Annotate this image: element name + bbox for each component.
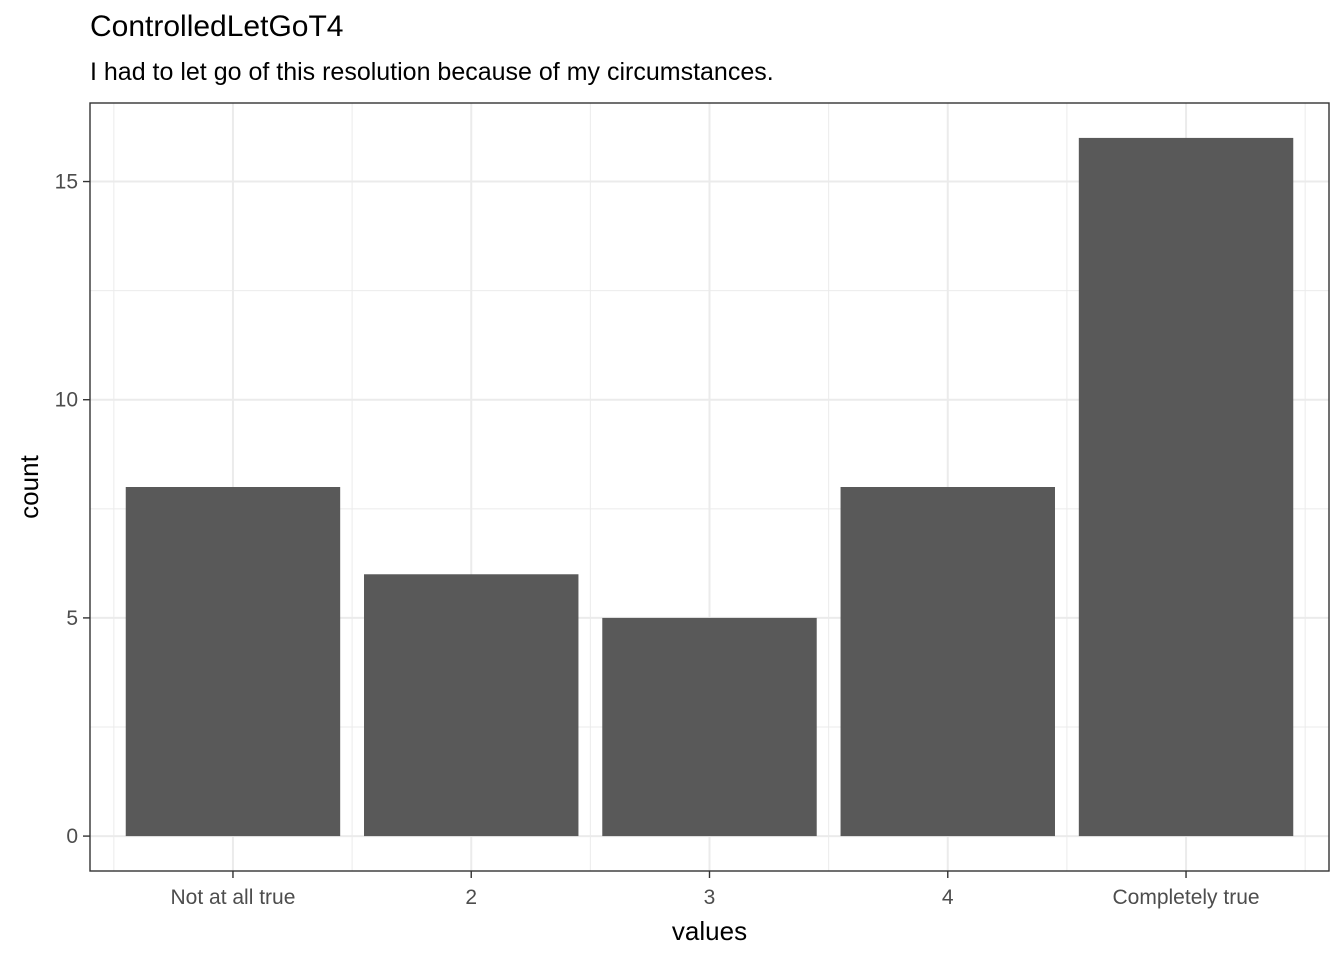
y-axis-title: count: [14, 454, 44, 518]
bar: [364, 574, 579, 837]
x-axis-title: values: [672, 916, 747, 946]
bars: [125, 137, 1294, 837]
x-tick-label: 3: [704, 886, 716, 909]
chart-subtitle: I had to let go of this resolution becau…: [90, 58, 774, 86]
bar: [125, 487, 341, 837]
y-tick-label: 15: [55, 171, 78, 194]
y-axis: 0 5 10 15: [55, 171, 90, 848]
y-tick-label: 10: [55, 389, 78, 412]
bar: [1078, 137, 1294, 837]
x-tick-label: 4: [942, 886, 954, 909]
x-tick-label: 2: [465, 886, 477, 909]
x-tick-label: Not at all true: [171, 886, 296, 909]
y-tick-label: 5: [66, 607, 78, 630]
x-tick-label: Completely true: [1113, 886, 1260, 909]
x-axis: Not at all true 2 3 4 Completely true: [171, 871, 1260, 909]
bar: [840, 487, 1055, 837]
y-tick-label: 0: [66, 825, 78, 848]
bar: [602, 617, 817, 837]
chart-title: ControlledLetGoT4: [90, 10, 344, 43]
